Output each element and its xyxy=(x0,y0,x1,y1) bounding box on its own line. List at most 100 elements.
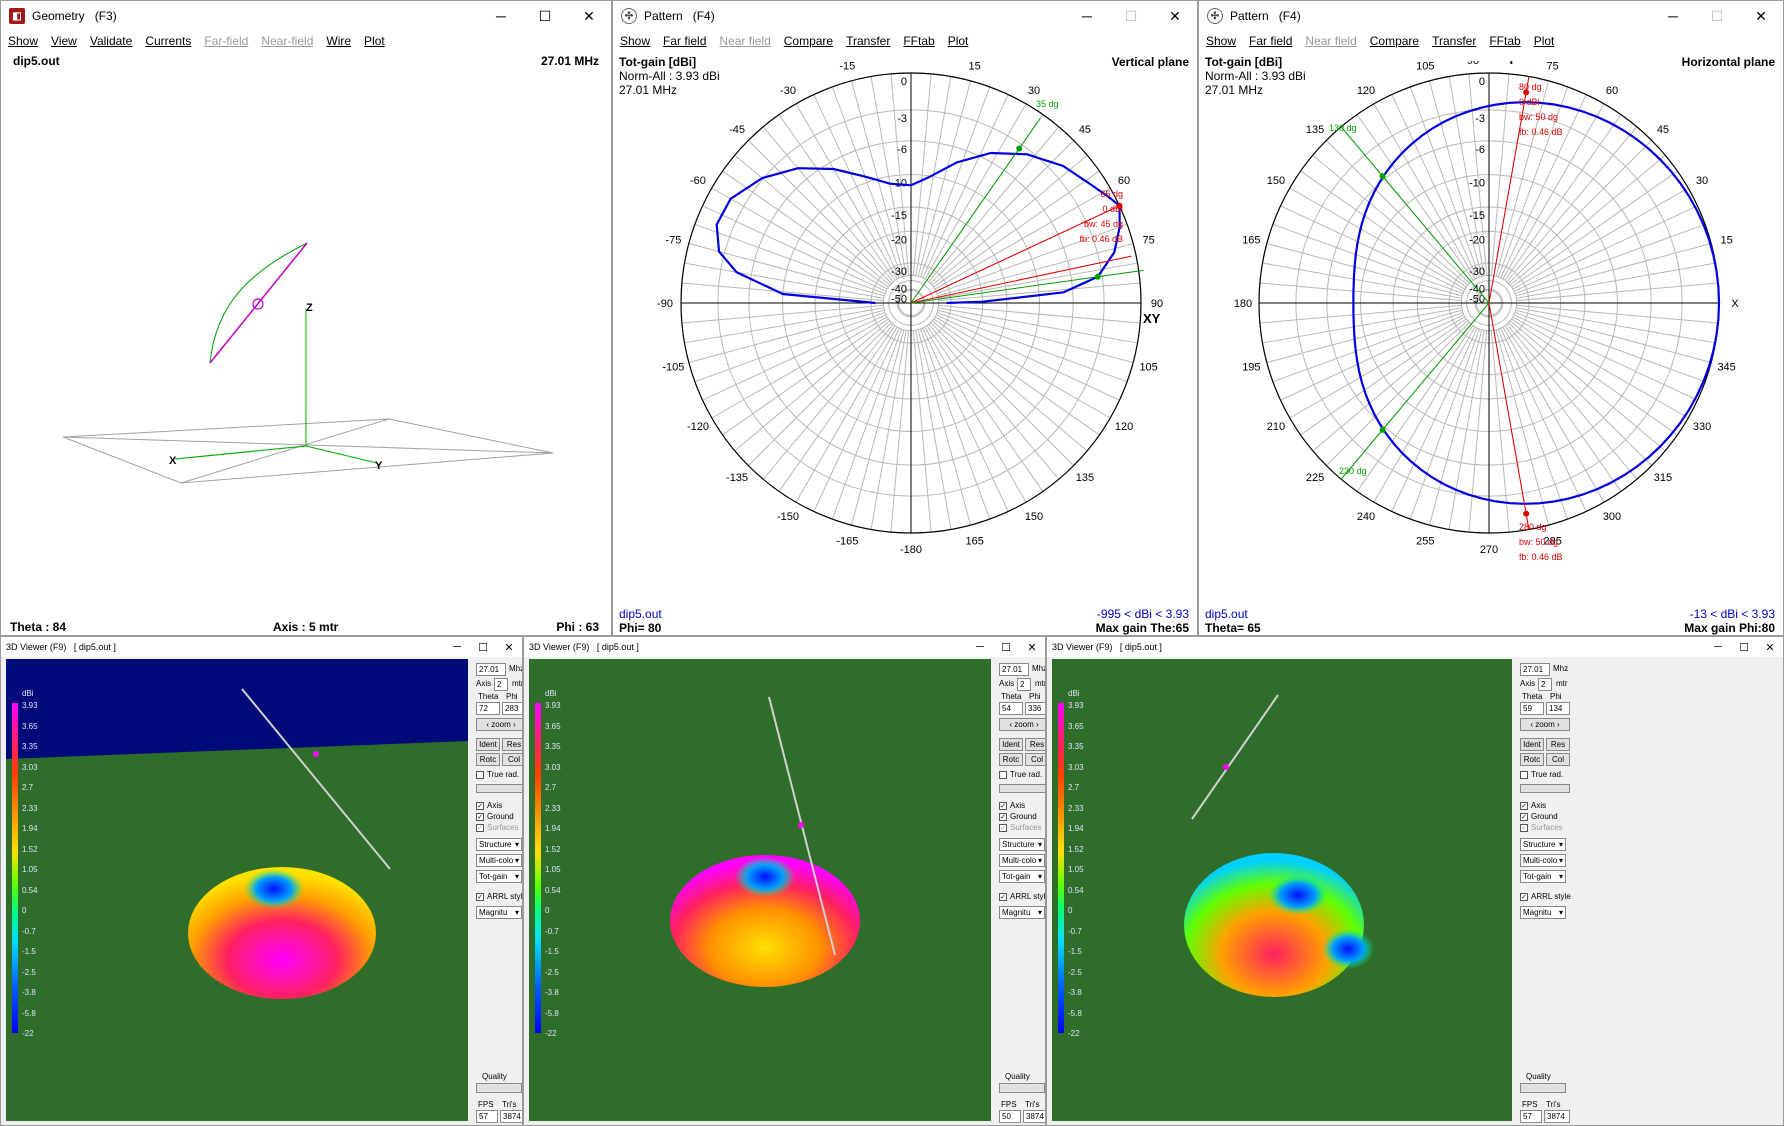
ident-button[interactable]: Ident xyxy=(1520,738,1544,751)
arrl-checkbox[interactable]: ✓ ARRL style xyxy=(476,892,522,901)
menu-item-currents[interactable]: Currents xyxy=(145,34,192,48)
quality-slider[interactable] xyxy=(999,1083,1045,1093)
menu-item-fftab[interactable]: FFtab xyxy=(903,34,935,48)
zoom-control[interactable]: ‹ zoom › xyxy=(476,718,522,731)
menu-item-far-field[interactable]: Far field xyxy=(1249,34,1293,48)
arrl-checkbox[interactable]: ✓ ARRL style xyxy=(999,892,1045,901)
zoom-control[interactable]: ‹ zoom › xyxy=(999,718,1045,731)
theta-input[interactable]: 59 xyxy=(1520,702,1544,715)
rotc-button[interactable]: Rotc xyxy=(1520,753,1544,766)
minimize-icon[interactable]: ─ xyxy=(976,641,984,653)
col-button[interactable]: Col xyxy=(1546,753,1570,766)
menu-item-compare[interactable]: Compare xyxy=(1369,34,1420,48)
true-rad-slider[interactable] xyxy=(999,784,1045,793)
true-rad-slider[interactable] xyxy=(476,784,522,793)
close-icon[interactable]: ✕ xyxy=(583,7,595,24)
structure-select[interactable]: Structure xyxy=(999,838,1045,851)
color-mode-select[interactable]: Multi-colo xyxy=(476,854,522,867)
menu-item-wire[interactable]: Wire xyxy=(326,34,352,48)
rotc-button[interactable]: Rotc xyxy=(999,753,1023,766)
gain-type-select[interactable]: Tot-gain xyxy=(476,870,522,883)
axis-checkbox[interactable]: ✓ Axis xyxy=(999,801,1026,810)
axis-checkbox[interactable]: ✓ Axis xyxy=(1520,801,1547,810)
close-icon[interactable]: ✕ xyxy=(1765,641,1775,654)
menu-item-show[interactable]: Show xyxy=(1206,34,1237,48)
theta-input[interactable]: 54 xyxy=(999,702,1023,715)
rotc-button[interactable]: Rotc xyxy=(476,753,500,766)
menu-item-far-field[interactable]: Far field xyxy=(663,34,707,48)
col-button[interactable]: Col xyxy=(1025,753,1045,766)
phi-input[interactable]: 283 xyxy=(502,702,522,715)
axis-input[interactable]: 2 xyxy=(1538,678,1552,691)
menu-item-compare[interactable]: Compare xyxy=(783,34,834,48)
axis-checkbox[interactable]: ✓ Axis xyxy=(476,801,503,810)
phi-input[interactable]: 336 xyxy=(1025,702,1045,715)
minimize-icon[interactable]: ─ xyxy=(453,641,461,653)
menu-item-show[interactable]: Show xyxy=(620,34,651,48)
res-button[interactable]: Res xyxy=(502,738,522,751)
col-button[interactable]: Col xyxy=(502,753,522,766)
color-mode-select[interactable]: Multi-colo xyxy=(1520,854,1566,867)
menu-item-transfer[interactable]: Transfer xyxy=(1432,34,1477,48)
pattern-vertical-titlebar[interactable]: ✣ Pattern (F4) ─ ☐ ✕ xyxy=(613,1,1197,31)
menu-item-plot[interactable]: Plot xyxy=(1533,34,1555,48)
quality-slider[interactable] xyxy=(1520,1083,1566,1093)
viewer-titlebar[interactable]: 3D Viewer (F9) [ dip5.out ] ─ ☐ ✕ xyxy=(524,637,1045,657)
minimize-icon[interactable]: ─ xyxy=(1714,641,1722,653)
geometry-canvas[interactable]: Z X Y xyxy=(1,71,611,619)
geometry-titlebar[interactable]: ◧ Geometry (F3) ─ ☐ ✕ xyxy=(1,1,611,31)
structure-select[interactable]: Structure xyxy=(1520,838,1566,851)
maximize-icon[interactable]: ☐ xyxy=(1739,641,1749,654)
arrl-checkbox[interactable]: ✓ ARRL style xyxy=(1520,892,1571,901)
horizontal-polar-plot[interactable]: 0 -3 -6 -10 -15 -20 -30 -40-50 90 75 60 45 30 15 X 345 3… xyxy=(1199,61,1784,621)
axis-input[interactable]: 2 xyxy=(494,678,508,691)
gain-type-select[interactable]: Tot-gain xyxy=(999,870,1045,883)
zoom-control[interactable]: ‹ zoom › xyxy=(1520,718,1570,731)
true-rad-checkbox[interactable]: True rad. xyxy=(1520,770,1563,779)
3d-scene[interactable]: dBi 3.93 3.65 3.35 3.03 2.7 2.33 1.94 1.52 1.05 0… xyxy=(529,659,991,1121)
ground-checkbox[interactable]: ✓ Ground xyxy=(476,812,514,821)
true-rad-slider[interactable] xyxy=(1520,784,1570,793)
ground-checkbox[interactable]: ✓ Ground xyxy=(1520,812,1558,821)
3d-scene[interactable]: dBi 3.93 3.65 3.35 3.03 2.7 2.33 1.94 1.52 1.05 0… xyxy=(1052,659,1512,1121)
minimize-icon[interactable]: ─ xyxy=(496,8,506,24)
menu-item-transfer[interactable]: Transfer xyxy=(846,34,891,48)
minimize-icon[interactable]: ─ xyxy=(1668,8,1678,24)
ident-button[interactable]: Ident xyxy=(999,738,1023,751)
close-icon[interactable]: ✕ xyxy=(504,641,514,654)
minimize-icon[interactable]: ─ xyxy=(1082,8,1092,24)
magnitude-select[interactable]: Magnitu xyxy=(1520,906,1566,919)
res-button[interactable]: Res xyxy=(1025,738,1045,751)
close-icon[interactable]: ✕ xyxy=(1027,641,1037,654)
pattern-horizontal-titlebar[interactable]: ✣ Pattern (F4) ─ ☐ ✕ xyxy=(1199,1,1783,31)
menu-item-view[interactable]: View xyxy=(51,34,77,48)
res-button[interactable]: Res xyxy=(1546,738,1570,751)
ident-button[interactable]: Ident xyxy=(476,738,500,751)
structure-select[interactable]: Structure xyxy=(476,838,522,851)
freq-input[interactable]: 27.01 xyxy=(999,663,1029,676)
menu-item-validate[interactable]: Validate xyxy=(89,34,133,48)
gain-type-select[interactable]: Tot-gain xyxy=(1520,870,1566,883)
quality-slider[interactable] xyxy=(476,1083,522,1093)
maximize-icon[interactable]: ☐ xyxy=(478,641,488,654)
true-rad-checkbox[interactable]: True rad. xyxy=(999,770,1042,779)
axis-input[interactable]: 2 xyxy=(1017,678,1031,691)
viewer-titlebar[interactable]: 3D Viewer (F9) [ dip5.out ] ─ ☐ ✕ xyxy=(1047,637,1783,657)
close-icon[interactable]: ✕ xyxy=(1755,7,1767,24)
true-rad-checkbox[interactable]: True rad. xyxy=(476,770,519,779)
close-icon[interactable]: ✕ xyxy=(1169,7,1181,24)
freq-input[interactable]: 27.01 xyxy=(1520,663,1550,676)
ground-checkbox[interactable]: ✓ Ground xyxy=(999,812,1037,821)
maximize-icon[interactable]: ☐ xyxy=(1001,641,1011,654)
viewer-titlebar[interactable]: 3D Viewer (F9) [ dip5.out ] ─ ☐ ✕ xyxy=(1,637,522,657)
menu-item-plot[interactable]: Plot xyxy=(947,34,969,48)
3d-scene[interactable]: dBi 3.93 3.65 3.35 3.03 2.7 2.33 1.94 1.52 1.05 0… xyxy=(6,659,468,1121)
menu-item-plot[interactable]: Plot xyxy=(364,34,385,48)
theta-input[interactable]: 72 xyxy=(476,702,500,715)
maximize-icon[interactable]: ☐ xyxy=(538,7,552,24)
magnitude-select[interactable]: Magnitu xyxy=(476,906,522,919)
freq-input[interactable]: 27.01 xyxy=(476,663,506,676)
vertical-polar-plot[interactable]: 0-3-6-10-15-20-30-40-5001530456075901051… xyxy=(613,61,1198,621)
menu-item-fftab[interactable]: FFtab xyxy=(1489,34,1521,48)
color-mode-select[interactable]: Multi-colo xyxy=(999,854,1045,867)
